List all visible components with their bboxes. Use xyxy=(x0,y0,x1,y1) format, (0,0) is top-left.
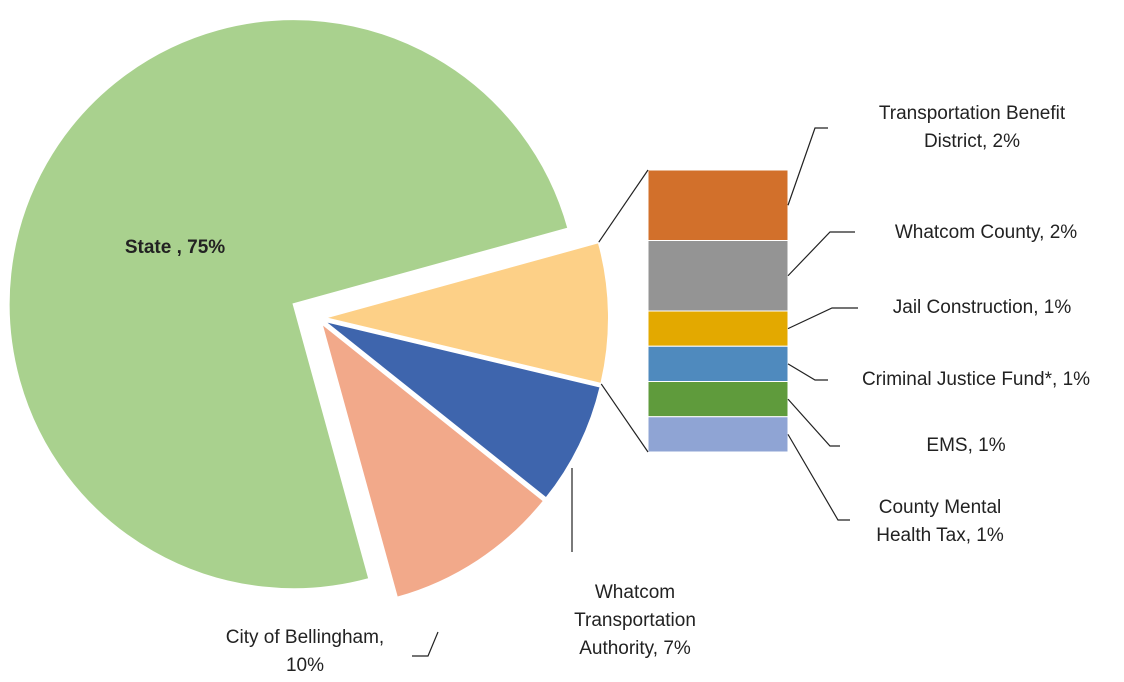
connector-line xyxy=(600,383,649,453)
bar-segment xyxy=(647,345,789,382)
pie-slice xyxy=(7,18,570,591)
pie-slice xyxy=(323,240,610,386)
data-label: County Mental Health Tax, 1% xyxy=(876,497,1004,546)
leader-line xyxy=(787,127,828,206)
data-label: Jail Construction, 1% xyxy=(892,297,1072,318)
leader-line xyxy=(787,398,840,447)
leader-line xyxy=(787,307,858,330)
data-label: Whatcom Transportation Authority, 7% xyxy=(574,582,696,659)
data-label: EMS, 1% xyxy=(926,435,1006,456)
pie-slice xyxy=(322,319,602,500)
bar-segment xyxy=(647,240,789,312)
data-label: City of Bellingham, 10% xyxy=(225,627,385,676)
bar-segment xyxy=(647,169,789,241)
leader-line xyxy=(412,631,439,657)
data-label: State , 75% xyxy=(124,237,226,258)
bar-segment xyxy=(647,310,789,347)
data-label: Criminal Justice Fund*, 1% xyxy=(861,369,1091,390)
bar-segment xyxy=(647,416,789,453)
data-label: Whatcom County, 2% xyxy=(894,222,1078,243)
pie-slice xyxy=(319,320,546,600)
connector-line xyxy=(598,169,649,243)
leader-line xyxy=(787,434,850,521)
data-label: Transportation Benefit District, 2% xyxy=(878,103,1066,152)
leader-line xyxy=(787,363,828,381)
leader-line xyxy=(787,231,855,277)
bar-segment xyxy=(647,381,789,418)
